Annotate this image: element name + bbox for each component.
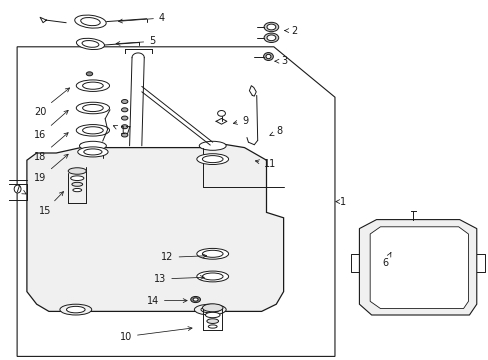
Polygon shape [369, 227, 468, 309]
Polygon shape [27, 144, 283, 311]
Ellipse shape [263, 53, 273, 60]
Text: 8: 8 [269, 126, 282, 136]
Ellipse shape [121, 125, 128, 129]
Ellipse shape [202, 273, 223, 280]
Ellipse shape [121, 99, 128, 104]
Text: 14: 14 [146, 296, 187, 306]
Ellipse shape [121, 133, 128, 137]
Ellipse shape [202, 304, 223, 312]
Ellipse shape [81, 18, 100, 26]
Ellipse shape [76, 38, 104, 50]
Ellipse shape [199, 141, 225, 150]
Ellipse shape [194, 304, 225, 315]
Text: 2: 2 [284, 26, 297, 36]
Ellipse shape [202, 250, 223, 257]
Ellipse shape [60, 304, 92, 315]
Polygon shape [17, 47, 334, 356]
Ellipse shape [265, 54, 270, 59]
Ellipse shape [196, 271, 228, 282]
Ellipse shape [72, 182, 82, 186]
Ellipse shape [121, 116, 128, 120]
Polygon shape [359, 220, 476, 315]
Text: 6: 6 [382, 252, 390, 268]
Text: 9: 9 [233, 116, 248, 126]
Ellipse shape [82, 41, 99, 47]
Text: 5: 5 [116, 36, 155, 46]
Text: 18: 18 [34, 133, 68, 162]
Ellipse shape [82, 82, 103, 89]
Ellipse shape [202, 156, 223, 163]
Text: 10: 10 [120, 327, 192, 342]
Text: 20: 20 [34, 88, 69, 117]
Ellipse shape [75, 15, 106, 28]
Ellipse shape [201, 306, 219, 313]
Ellipse shape [217, 111, 225, 116]
Ellipse shape [190, 297, 200, 302]
Ellipse shape [83, 149, 102, 155]
Ellipse shape [121, 108, 128, 112]
Ellipse shape [264, 33, 278, 42]
Text: 15: 15 [39, 192, 63, 216]
Ellipse shape [208, 325, 217, 328]
Ellipse shape [264, 22, 278, 32]
Ellipse shape [196, 248, 228, 259]
Text: 19: 19 [34, 154, 68, 183]
Ellipse shape [68, 168, 86, 174]
Ellipse shape [70, 176, 84, 180]
Text: 11: 11 [255, 159, 276, 169]
Ellipse shape [14, 185, 21, 193]
Ellipse shape [82, 104, 103, 112]
Ellipse shape [206, 319, 218, 323]
Ellipse shape [266, 24, 275, 30]
Ellipse shape [76, 80, 109, 91]
Ellipse shape [76, 102, 109, 114]
Text: 13: 13 [154, 274, 204, 284]
Text: 12: 12 [161, 252, 206, 262]
Ellipse shape [78, 147, 108, 157]
Text: 1: 1 [335, 197, 346, 207]
Text: 7: 7 [14, 184, 26, 194]
Ellipse shape [82, 127, 103, 134]
Ellipse shape [86, 72, 92, 76]
Ellipse shape [80, 141, 106, 150]
Ellipse shape [193, 298, 198, 301]
Text: 16: 16 [34, 111, 68, 140]
Text: 3: 3 [274, 56, 287, 66]
Text: 4: 4 [118, 13, 165, 23]
Ellipse shape [66, 306, 85, 313]
Ellipse shape [205, 312, 220, 318]
Ellipse shape [73, 189, 81, 192]
Ellipse shape [76, 125, 109, 136]
Text: 17: 17 [113, 126, 132, 136]
Ellipse shape [196, 154, 228, 165]
Ellipse shape [266, 35, 275, 41]
